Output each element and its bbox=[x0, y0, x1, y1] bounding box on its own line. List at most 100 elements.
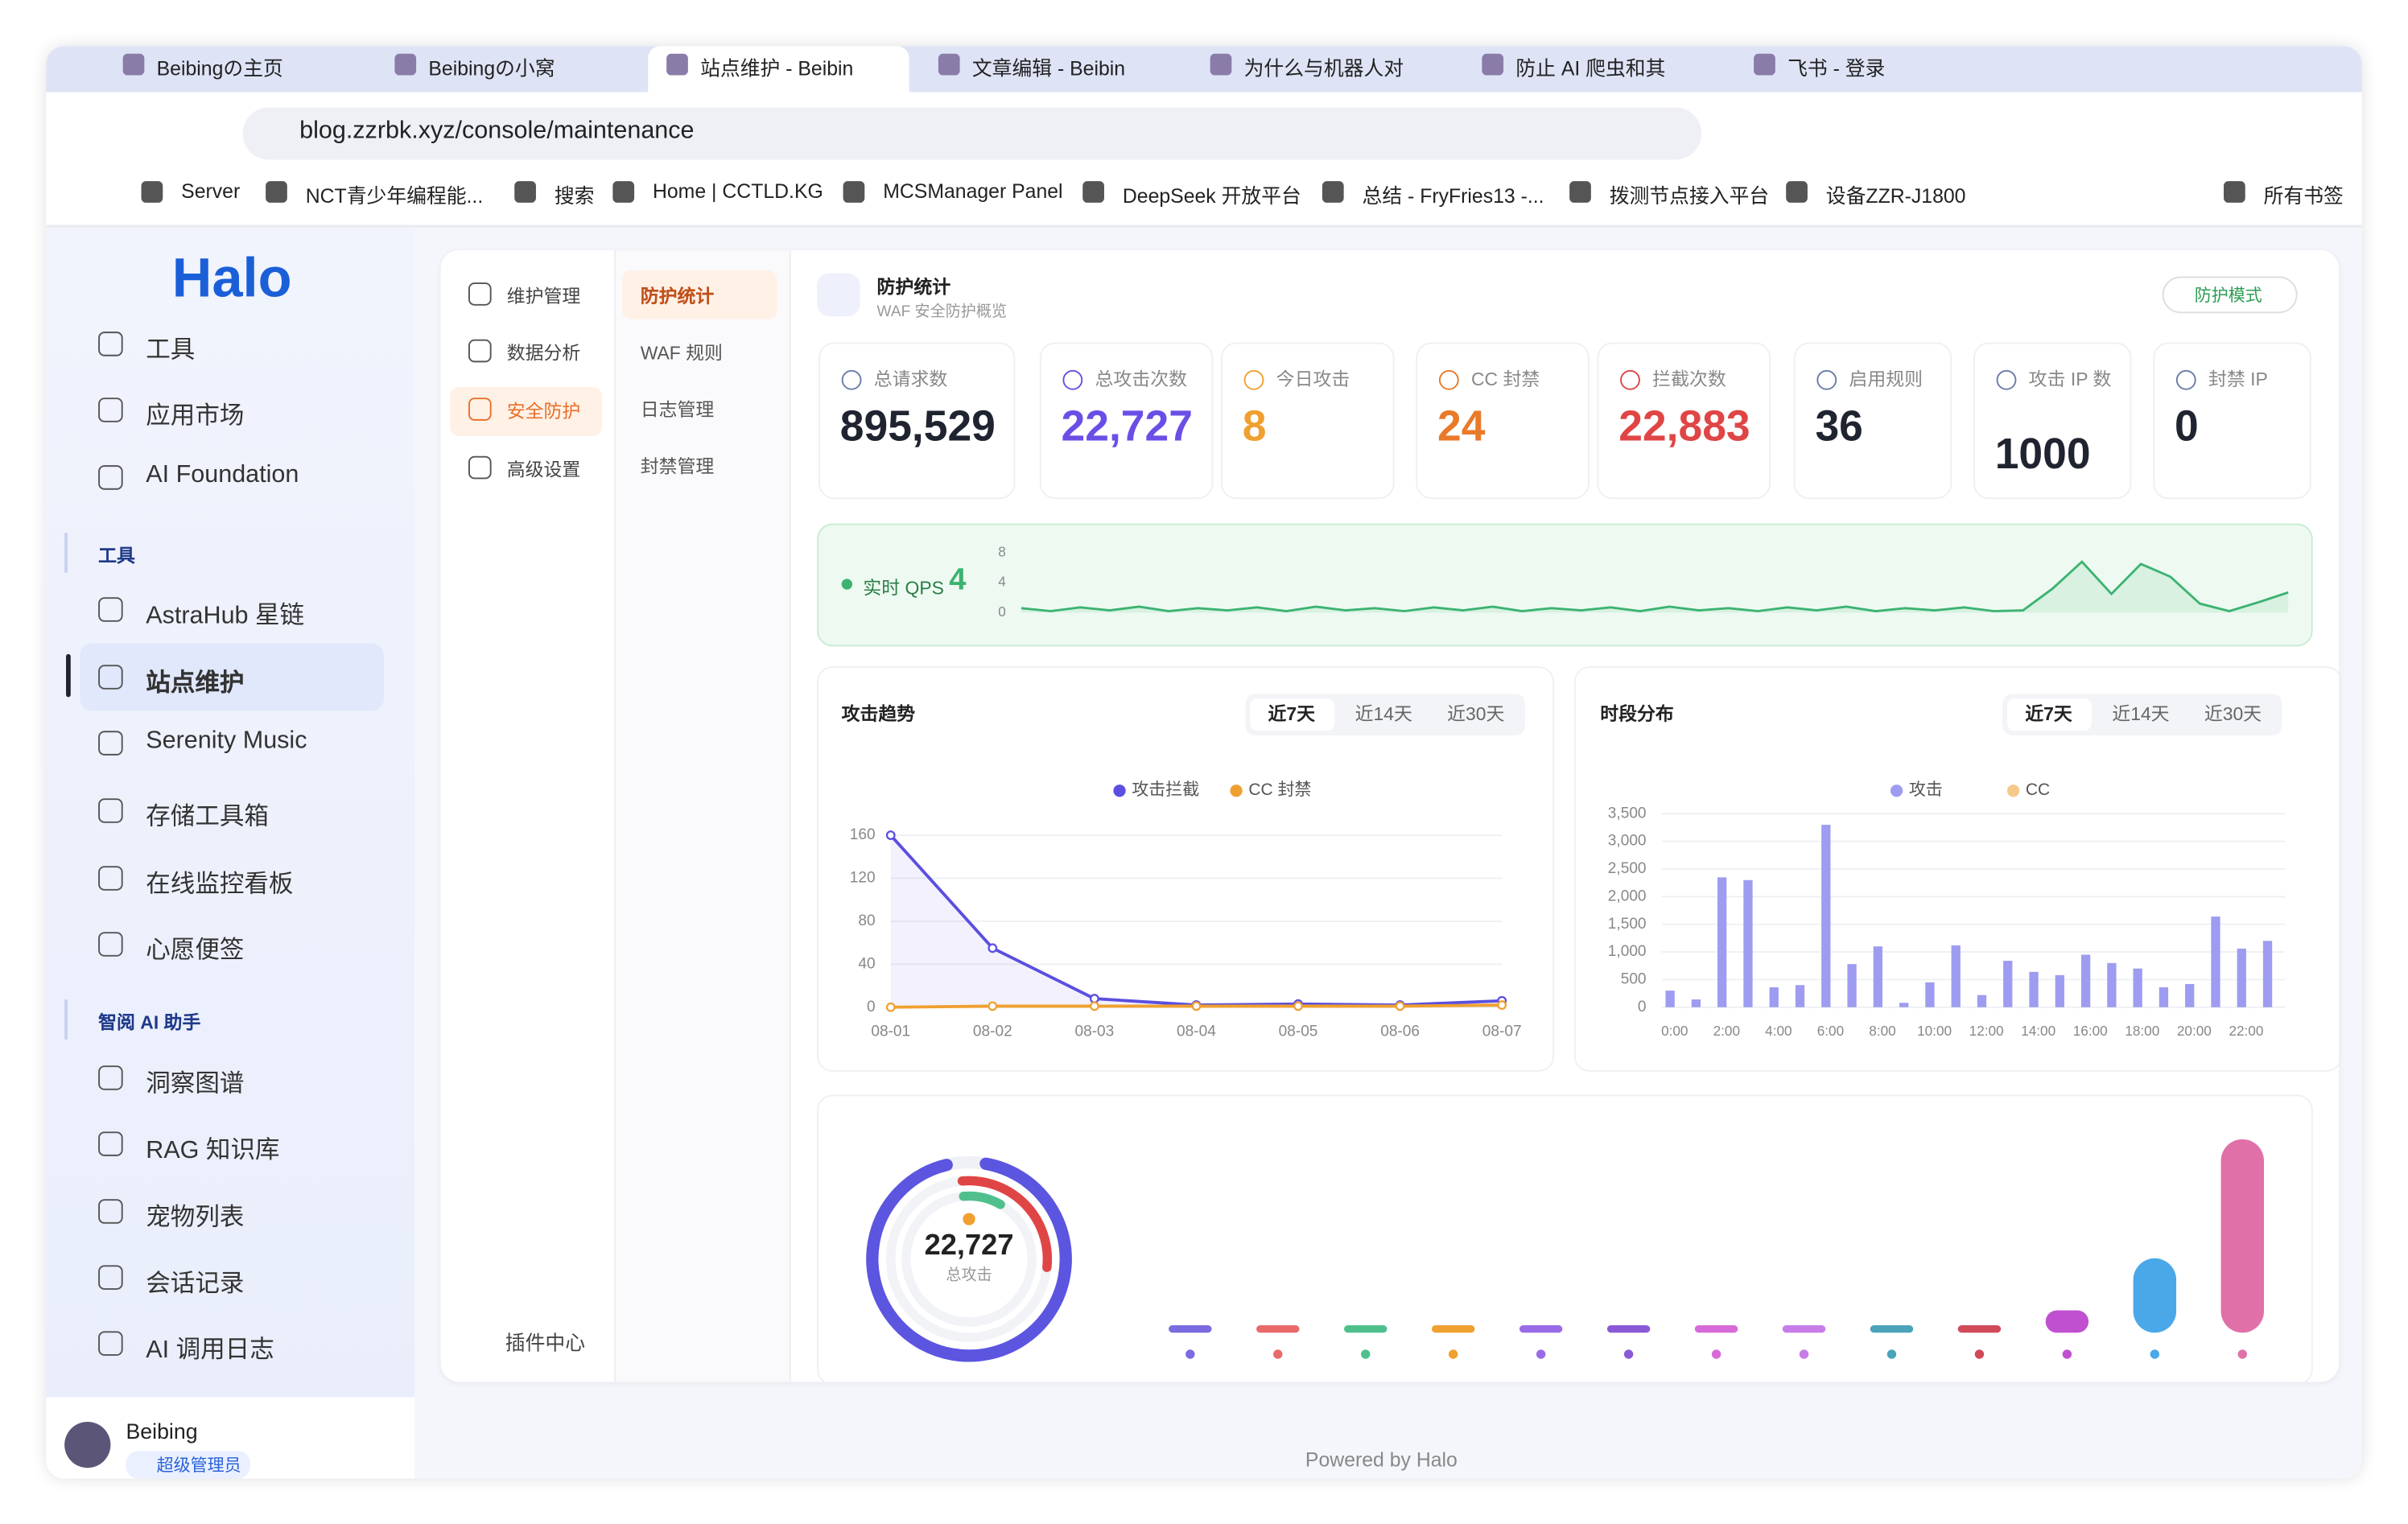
bar bbox=[2159, 987, 2169, 1007]
pill-dot bbox=[1623, 1349, 1634, 1359]
point bbox=[1191, 1001, 1202, 1011]
active-item-bg bbox=[80, 643, 385, 711]
plugin-center[interactable]: 插件中心 bbox=[505, 1331, 586, 1354]
bookmark[interactable]: 拨测节点接入平台 bbox=[1609, 183, 1770, 208]
point bbox=[988, 943, 998, 954]
nav-item[interactable]: 在线监控看板 bbox=[146, 871, 294, 899]
tab-title[interactable]: 站点维护 - Beibin bbox=[700, 56, 854, 80]
active-tab[interactable] bbox=[648, 46, 909, 93]
bar bbox=[1873, 946, 1883, 1007]
legend-label: 攻击 bbox=[1909, 781, 1943, 799]
x-tick-label: 0:00 bbox=[1661, 1023, 1688, 1039]
nav-icon bbox=[98, 731, 123, 756]
overview-total-label: 总攻击 bbox=[946, 1267, 992, 1284]
bookmark[interactable]: Server bbox=[181, 179, 241, 203]
chart-title: 攻击趋势 bbox=[842, 703, 916, 724]
nav-item[interactable]: AstraHub 星链 bbox=[146, 603, 305, 630]
primary-nav-icon bbox=[468, 455, 492, 480]
secondary-nav-item[interactable]: 日志管理 bbox=[640, 399, 715, 421]
pill-bar bbox=[2133, 1258, 2177, 1333]
nav-icon bbox=[98, 1065, 123, 1090]
primary-nav-item[interactable]: 高级设置 bbox=[506, 459, 581, 481]
secondary-nav-item[interactable]: WAF 规则 bbox=[640, 342, 723, 365]
stat-icon bbox=[841, 369, 862, 390]
stat-label: CC 封禁 bbox=[1471, 368, 1540, 390]
nav-item[interactable]: 心愿便签 bbox=[146, 937, 245, 965]
ring-arc bbox=[866, 1155, 1072, 1362]
x-tick-label: 14:00 bbox=[2021, 1023, 2055, 1039]
tab-icon bbox=[1210, 53, 1232, 76]
x-tick-label: 08-07 bbox=[1482, 1023, 1522, 1040]
bookmark[interactable]: 所有书签 bbox=[2263, 183, 2344, 208]
bookmark[interactable]: 总结 - FryFries13 -... bbox=[1362, 183, 1544, 208]
nav-item[interactable]: 站点维护 bbox=[146, 670, 245, 698]
primary-nav-item[interactable]: 安全防护 bbox=[506, 401, 581, 422]
point bbox=[885, 830, 896, 840]
bookmark[interactable]: NCT青少年编程能... bbox=[305, 183, 484, 208]
bookmark[interactable]: Home | CCTLD.KG bbox=[652, 179, 823, 203]
primary-nav-item[interactable]: 数据分析 bbox=[506, 342, 581, 365]
bar bbox=[2055, 974, 2064, 1007]
bookmark-icon bbox=[843, 181, 865, 203]
nav-item[interactable]: 宠物列表 bbox=[146, 1205, 245, 1232]
x-tick-label: 22:00 bbox=[2229, 1023, 2263, 1039]
secondary-nav-item[interactable]: 防护统计 bbox=[640, 285, 715, 307]
bookmark[interactable]: DeepSeek 开放平台 bbox=[1122, 183, 1301, 208]
bar bbox=[1847, 964, 1857, 1007]
stat-card bbox=[1793, 342, 1952, 500]
bookmark-icon bbox=[1082, 181, 1104, 203]
bookmark-icon bbox=[2224, 181, 2245, 203]
stat-value: 22,727 bbox=[1061, 402, 1193, 451]
bookmark[interactable]: 搜索 bbox=[554, 183, 595, 208]
stat-label: 启用规则 bbox=[1849, 368, 1924, 390]
browser-window: blog.zzrbk.xyz/console/maintenance Halo … bbox=[46, 46, 2362, 1479]
avatar[interactable] bbox=[64, 1421, 111, 1468]
nav-item[interactable]: AI 调用日志 bbox=[146, 1337, 274, 1364]
overview-total: 22,727 bbox=[925, 1228, 1014, 1261]
nav-item[interactable]: 工具 bbox=[146, 337, 196, 365]
primary-nav-item[interactable]: 维护管理 bbox=[506, 285, 581, 307]
secondary-nav-item[interactable]: 封禁管理 bbox=[640, 455, 715, 478]
bookmark[interactable]: 设备ZZR-J1800 bbox=[1825, 183, 1966, 208]
range-tab: 近30天 bbox=[1447, 703, 1504, 724]
stat-label: 拦截次数 bbox=[1652, 368, 1726, 390]
tab-title[interactable]: 文章编辑 - Beibin bbox=[971, 56, 1126, 80]
tab-title[interactable]: 飞书 - 登录 bbox=[1787, 56, 1886, 80]
nav-item[interactable]: 会话记录 bbox=[146, 1271, 245, 1298]
nav-item[interactable]: 存储工具箱 bbox=[146, 804, 269, 831]
x-tick-label: 10:00 bbox=[1917, 1023, 1952, 1039]
y-tick-label: 3,500 bbox=[1608, 805, 1647, 822]
x-tick-label: 08-05 bbox=[1279, 1023, 1318, 1040]
bar bbox=[2029, 971, 2039, 1007]
user-role: 超级管理员 bbox=[126, 1451, 251, 1479]
sidebar bbox=[46, 227, 415, 1479]
point bbox=[1497, 1000, 1507, 1010]
nav-icon bbox=[98, 1265, 123, 1290]
y-tick-label: 0 bbox=[1638, 999, 1647, 1015]
legend-label: CC 封禁 bbox=[1248, 781, 1311, 799]
bar bbox=[1899, 1003, 1909, 1007]
tab-title[interactable]: Beibingの小窝 bbox=[428, 56, 555, 80]
stat-value: 895,529 bbox=[839, 402, 996, 451]
x-tick-label: 08-03 bbox=[1074, 1023, 1114, 1040]
header-subtitle: WAF 安全防护概览 bbox=[876, 303, 1008, 321]
nav-icon bbox=[98, 665, 123, 690]
nav-item[interactable]: AI Foundation bbox=[146, 462, 299, 488]
legend-marker bbox=[2006, 785, 2020, 797]
mode-button[interactable]: 防护模式 bbox=[2162, 276, 2298, 314]
point bbox=[988, 1001, 998, 1011]
pill-bar bbox=[1519, 1325, 1563, 1333]
nav-item[interactable]: 洞察图谱 bbox=[146, 1071, 245, 1098]
tab-icon bbox=[666, 53, 688, 76]
tab-title[interactable]: Beibingの主页 bbox=[156, 56, 283, 80]
pill-bar bbox=[1344, 1325, 1387, 1333]
legend-marker bbox=[1230, 785, 1243, 797]
nav-item[interactable]: 应用市场 bbox=[146, 403, 245, 430]
address-bar[interactable] bbox=[242, 107, 1702, 160]
bookmark[interactable]: MCSManager Panel bbox=[883, 179, 1063, 203]
tab-title[interactable]: 防止 AI 爬虫和其 bbox=[1515, 56, 1666, 80]
tab-title[interactable]: 为什么与机器人对 bbox=[1243, 56, 1404, 80]
bar bbox=[1691, 999, 1701, 1007]
nav-item[interactable]: RAG 知识库 bbox=[146, 1137, 280, 1164]
nav-item[interactable]: Serenity Music bbox=[146, 727, 307, 754]
